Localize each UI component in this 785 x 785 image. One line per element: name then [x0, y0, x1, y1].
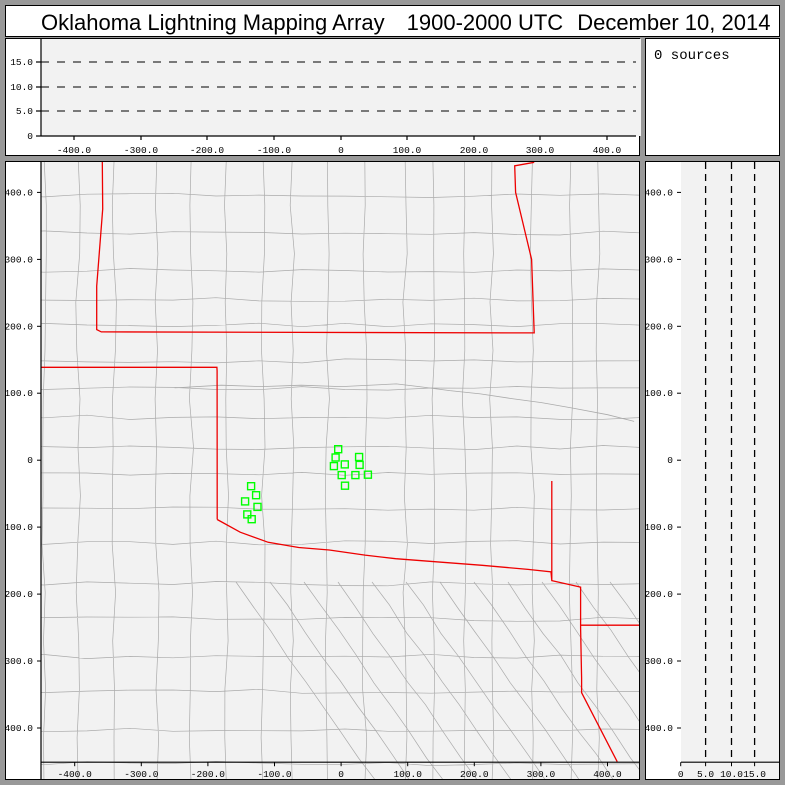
svg-text:-400.0: -400.0: [6, 723, 33, 734]
svg-text:200.0: 200.0: [460, 769, 489, 780]
svg-text:-200.0: -200.0: [6, 589, 33, 600]
svg-text:200.0: 200.0: [646, 321, 673, 332]
svg-text:0: 0: [678, 769, 684, 780]
svg-text:100.0: 100.0: [393, 769, 422, 780]
svg-text:300.0: 300.0: [526, 145, 555, 156]
svg-text:400.0: 400.0: [593, 145, 622, 156]
svg-text:-100.0: -100.0: [646, 522, 673, 533]
svg-text:-200.0: -200.0: [646, 589, 673, 600]
svg-text:200.0: 200.0: [460, 145, 489, 156]
svg-text:-100.0: -100.0: [6, 522, 33, 533]
svg-text:400.0: 400.0: [646, 187, 673, 198]
svg-text:-400.0: -400.0: [57, 145, 92, 156]
svg-text:300.0: 300.0: [6, 254, 33, 265]
svg-text:0: 0: [667, 455, 673, 466]
svg-text:-400.0: -400.0: [58, 769, 93, 780]
svg-text:5.0: 5.0: [697, 769, 714, 780]
svg-text:0: 0: [27, 455, 33, 466]
svg-text:-300.0: -300.0: [124, 145, 159, 156]
svg-text:15.0: 15.0: [10, 57, 33, 68]
svg-text:-200.0: -200.0: [190, 145, 225, 156]
svg-text:0 sources: 0 sources: [654, 48, 730, 64]
svg-text:100.0: 100.0: [6, 388, 33, 399]
svg-text:400.0: 400.0: [6, 187, 33, 198]
svg-text:100.0: 100.0: [393, 145, 422, 156]
svg-text:0: 0: [27, 131, 33, 142]
svg-text:0: 0: [338, 145, 344, 156]
svg-text:-200.0: -200.0: [191, 769, 226, 780]
svg-text:15.0: 15.0: [743, 769, 766, 780]
svg-text:-300.0: -300.0: [6, 656, 33, 667]
svg-text:-100.0: -100.0: [257, 145, 292, 156]
svg-text:-300.0: -300.0: [124, 769, 159, 780]
svg-text:400.0: 400.0: [593, 769, 622, 780]
svg-text:300.0: 300.0: [646, 254, 673, 265]
svg-text:10.0: 10.0: [10, 82, 33, 93]
svg-text:Oklahoma Lightning Mapping Arr: Oklahoma Lightning Mapping Array 1900-200…: [41, 10, 770, 35]
svg-text:0: 0: [338, 769, 344, 780]
svg-text:-300.0: -300.0: [646, 656, 673, 667]
svg-text:-100.0: -100.0: [257, 769, 292, 780]
svg-text:10.0: 10.0: [720, 769, 743, 780]
svg-text:100.0: 100.0: [646, 388, 673, 399]
svg-text:200.0: 200.0: [6, 321, 33, 332]
svg-text:-400.0: -400.0: [646, 723, 673, 734]
svg-text:5.0: 5.0: [16, 106, 33, 117]
svg-text:300.0: 300.0: [527, 769, 556, 780]
